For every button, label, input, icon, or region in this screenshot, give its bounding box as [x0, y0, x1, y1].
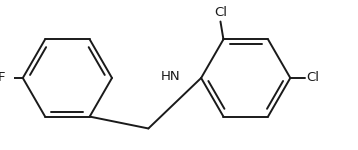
Text: F: F	[0, 71, 6, 84]
Text: HN: HN	[161, 70, 180, 83]
Text: Cl: Cl	[214, 6, 227, 19]
Text: Cl: Cl	[307, 71, 320, 84]
